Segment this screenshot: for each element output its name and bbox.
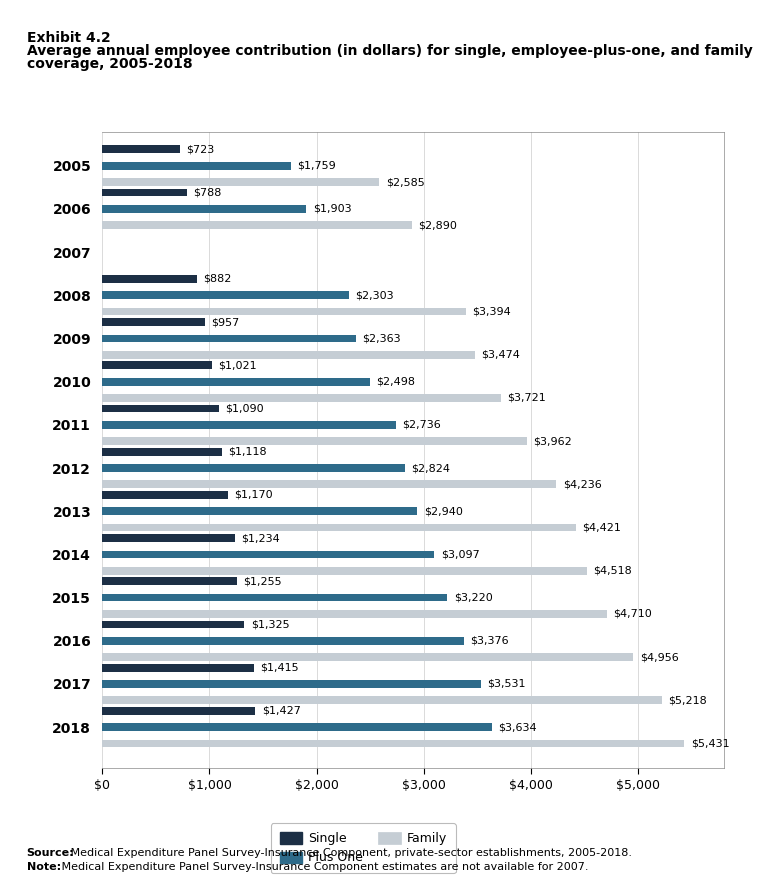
Text: $3,721: $3,721 [508,393,547,403]
Bar [102,740,684,747]
Text: coverage, 2005-2018: coverage, 2005-2018 [27,57,193,72]
Text: $4,956: $4,956 [640,653,678,662]
Text: $1,759: $1,759 [297,161,336,170]
Text: $957: $957 [211,317,240,327]
Text: $4,236: $4,236 [562,479,601,489]
Bar [102,577,236,585]
Bar [102,178,379,186]
Text: Note:: Note: [27,862,61,872]
Text: Average annual employee contribution (in dollars) for single, employee-plus-one,: Average annual employee contribution (in… [27,44,752,58]
Bar [102,404,219,412]
Bar [102,291,349,299]
Bar [102,480,556,488]
Bar [102,189,186,196]
Text: $4,421: $4,421 [583,523,622,532]
Bar [102,680,481,688]
Text: $2,736: $2,736 [402,419,440,430]
Bar [102,205,306,213]
Bar [102,664,254,672]
Bar [102,222,412,229]
Text: $3,531: $3,531 [487,679,525,689]
Text: $5,431: $5,431 [691,738,729,749]
Text: $2,498: $2,498 [377,377,415,387]
Text: $2,303: $2,303 [356,291,394,300]
Bar [102,464,405,472]
Text: $2,940: $2,940 [424,506,462,517]
Bar [102,307,466,315]
Bar [102,448,222,456]
Text: Medical Expenditure Panel Survey-Insurance Component estimates are not available: Medical Expenditure Panel Survey-Insuran… [58,862,589,872]
Text: $3,962: $3,962 [534,436,572,446]
Text: $1,170: $1,170 [234,490,273,500]
Text: $2,824: $2,824 [412,463,450,473]
Bar [102,508,418,515]
Text: $1,234: $1,234 [241,533,280,543]
Text: Source:: Source: [27,849,74,858]
Text: $1,903: $1,903 [313,204,351,214]
Bar [102,351,475,358]
Text: $1,325: $1,325 [251,620,290,630]
Bar [102,524,576,532]
Bar [102,534,234,542]
Bar [102,723,492,731]
Bar [102,162,291,170]
Text: $2,363: $2,363 [362,334,401,343]
Text: $723: $723 [186,145,215,155]
Bar [102,637,464,645]
Bar [102,593,447,601]
Bar [102,318,205,326]
Text: $2,585: $2,585 [386,177,424,187]
Bar [102,621,244,629]
Bar [102,550,434,558]
Text: $3,376: $3,376 [471,636,509,645]
Text: $788: $788 [193,187,221,198]
Bar [102,610,607,618]
Text: $4,518: $4,518 [593,566,631,576]
Text: $2,890: $2,890 [418,220,457,230]
Bar [102,275,197,283]
Text: $3,097: $3,097 [440,549,479,560]
Bar [102,146,180,154]
Bar [102,653,634,661]
Text: $3,474: $3,474 [481,350,520,359]
Bar [102,567,587,575]
Bar [102,697,662,705]
Bar [102,394,501,402]
Bar [102,707,255,714]
Text: $5,218: $5,218 [668,695,706,706]
Text: $1,415: $1,415 [261,662,299,673]
Bar [102,421,396,429]
Text: $1,021: $1,021 [218,360,257,370]
Text: Exhibit 4.2: Exhibit 4.2 [27,31,110,45]
Bar [102,378,370,386]
Bar [102,361,211,369]
Text: $3,394: $3,394 [472,306,511,317]
Text: $3,220: $3,220 [454,592,493,602]
Legend: Single, Plus One, Family: Single, Plus One, Family [271,824,456,873]
Text: $4,710: $4,710 [613,609,653,619]
Text: $882: $882 [203,274,232,284]
Bar [102,437,527,445]
Bar [102,491,227,499]
Text: $3,634: $3,634 [498,722,537,732]
Text: $1,118: $1,118 [229,447,268,457]
Text: $1,255: $1,255 [243,577,282,586]
Bar [102,335,356,343]
Text: $1,090: $1,090 [226,404,265,413]
Text: $1,427: $1,427 [262,706,301,716]
Text: Medical Expenditure Panel Survey-Insurance Component, private-sector establishme: Medical Expenditure Panel Survey-Insuran… [67,849,631,858]
